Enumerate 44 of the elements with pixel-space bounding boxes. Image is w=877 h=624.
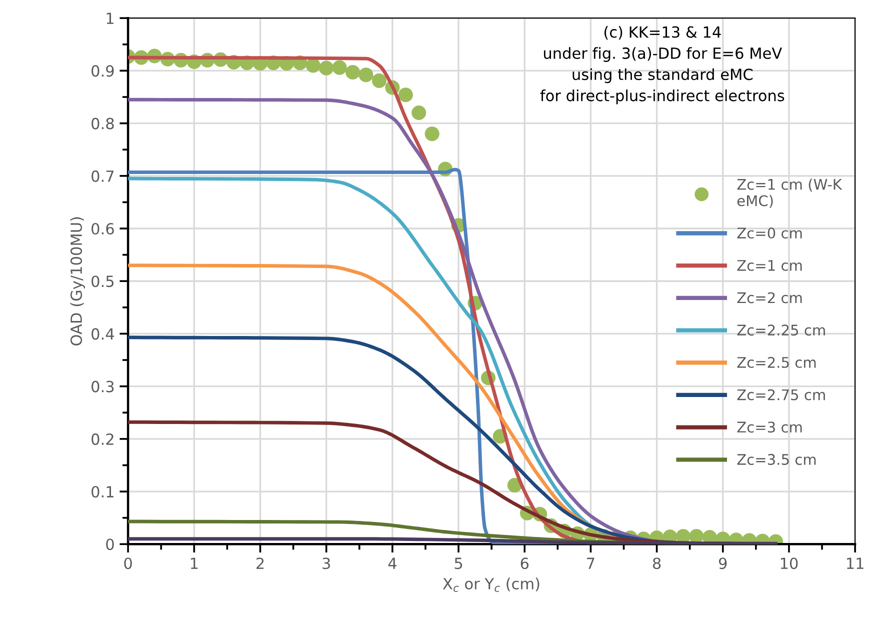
legend-label: Zc=2.75 cm bbox=[737, 389, 825, 400]
y-tick-label: 0.4 bbox=[92, 328, 114, 340]
point bbox=[358, 68, 374, 82]
x-tick-label: 7 bbox=[587, 558, 594, 569]
x-axis-title: X$_{c}$ or Y$_{c}$ (cm) bbox=[442, 578, 540, 592]
point bbox=[412, 106, 426, 120]
x-tick-label: 6 bbox=[520, 558, 529, 570]
y-tick-label: 0.6 bbox=[92, 222, 114, 235]
point bbox=[345, 64, 360, 80]
point bbox=[398, 88, 413, 102]
y-tick-label: 0.2 bbox=[92, 433, 114, 445]
y-tick-label: 0.8 bbox=[92, 118, 114, 130]
x-tick-label: 3 bbox=[322, 558, 330, 570]
y-tick-label: 0 bbox=[106, 538, 114, 550]
point bbox=[424, 126, 440, 142]
point bbox=[332, 60, 347, 75]
point bbox=[319, 60, 334, 76]
x-tick-label: 5 bbox=[454, 558, 462, 570]
x-tick-label: 4 bbox=[388, 558, 396, 569]
y-tick-label: 0.9 bbox=[92, 65, 114, 77]
legend-label: Zc=3 cm bbox=[737, 422, 802, 433]
x-tick-label: 0 bbox=[124, 558, 132, 570]
legend-label: Zc=2.25 cm bbox=[737, 324, 825, 336]
legend-label: Zc=1 cm (W-K eMC) bbox=[737, 178, 842, 208]
legend-label: Zc=0 cm bbox=[737, 228, 802, 239]
point bbox=[306, 58, 320, 73]
text: (c) KK=13 & 14 under fig. 3(a)-DD for E=6 MeV using the standard eMC for direct-plus-indirect electrons bbox=[540, 26, 784, 104]
point bbox=[372, 73, 386, 88]
y-tick-label: 0.1 bbox=[92, 486, 114, 498]
x-tick-label: 1 bbox=[190, 558, 198, 569]
y-tick-label: 1 bbox=[106, 12, 114, 24]
legend-label: Zc=2 cm bbox=[737, 292, 802, 304]
x-tick-label: 11 bbox=[847, 558, 864, 569]
legend-label: Zc=2.5 cm bbox=[737, 356, 816, 368]
y-tick-label: 0.3 bbox=[92, 380, 114, 392]
x-tick-label: 2 bbox=[256, 558, 264, 569]
y-axis-title: OAD (Gy/100MU) bbox=[70, 217, 85, 346]
x-tick-label: 10 bbox=[780, 558, 798, 570]
y-tick-label: 0.7 bbox=[92, 170, 114, 182]
legend-label: Zc=1 cm bbox=[737, 260, 802, 271]
legend-label: Zc=3.5 cm bbox=[737, 454, 816, 465]
x-tick-label: 9 bbox=[718, 558, 727, 570]
x-tick-label: 8 bbox=[652, 558, 661, 570]
y-tick-label: 0.5 bbox=[92, 276, 114, 288]
